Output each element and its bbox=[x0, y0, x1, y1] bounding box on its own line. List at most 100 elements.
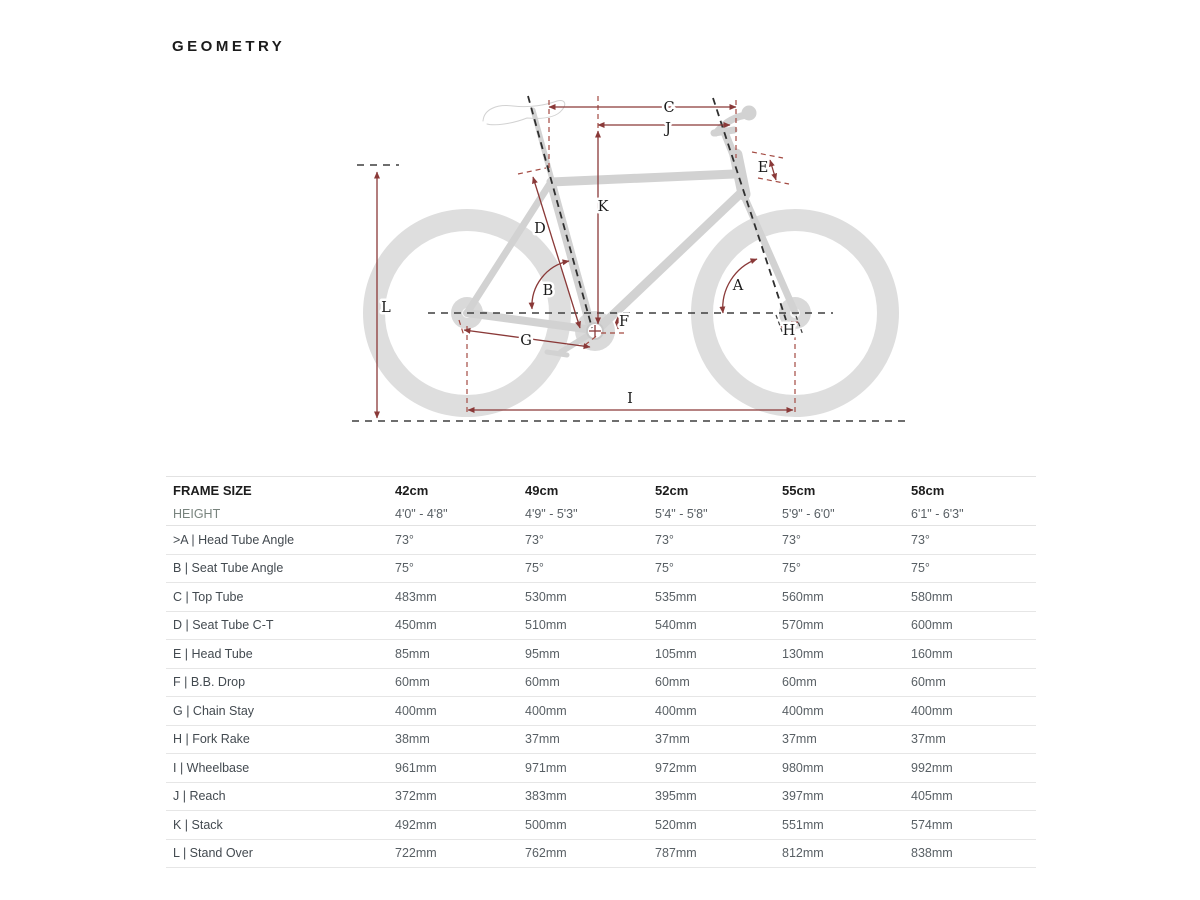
height-value: 6'1" - 6'3" bbox=[911, 507, 964, 522]
cell-value: 60mm bbox=[525, 675, 560, 690]
diagram-label-C: C bbox=[663, 100, 674, 116]
table-row: >A | Head Tube Angle 73° 73° 73° 73° 73° bbox=[166, 526, 1036, 554]
cell-value: 160mm bbox=[911, 646, 953, 661]
dimension-lines bbox=[374, 104, 799, 419]
diagram-label-A: A bbox=[732, 278, 744, 294]
diagram-label-K: K bbox=[598, 199, 610, 215]
table-row: G | Chain Stay 400mm 400mm 400mm 400mm 400mm bbox=[166, 697, 1036, 725]
height-row-label: HEIGHT bbox=[173, 507, 221, 522]
row-label: K | Stack bbox=[173, 817, 223, 832]
cell-value: 60mm bbox=[655, 675, 690, 690]
height-value: 5'9" - 6'0" bbox=[782, 507, 835, 522]
diagram-label-J: J bbox=[663, 121, 671, 137]
cell-value: 95mm bbox=[525, 646, 560, 661]
cell-value: 73° bbox=[655, 532, 674, 547]
cell-value: 75° bbox=[525, 561, 544, 576]
cell-value: 762mm bbox=[525, 846, 567, 861]
cell-value: 971mm bbox=[525, 760, 567, 775]
diagram-label-E: E bbox=[758, 160, 769, 176]
row-label: B | Seat Tube Angle bbox=[173, 561, 284, 576]
cell-value: 535mm bbox=[655, 589, 697, 604]
cell-value: 60mm bbox=[395, 675, 430, 690]
cell-value: 73° bbox=[782, 532, 801, 547]
cell-value: 574mm bbox=[911, 817, 953, 832]
size-col-header-42cm: 42cm bbox=[395, 482, 429, 498]
height-value: 4'9" - 5'3" bbox=[525, 507, 578, 522]
cell-value: 75° bbox=[655, 561, 674, 576]
bike-geometry-diagram: CJ E K D B A F G H I L bbox=[352, 95, 908, 422]
table-header: FRAME SIZE 42cm 49cm 52cm 55cm 58cm HEIGHT 4'0… bbox=[166, 477, 1036, 526]
size-col-header-52cm: 52cm bbox=[655, 482, 689, 498]
cell-value: 500mm bbox=[525, 817, 567, 832]
height-value: 5'4" - 5'8" bbox=[655, 507, 708, 522]
cell-value: 85mm bbox=[395, 646, 430, 661]
cell-value: 60mm bbox=[911, 675, 946, 690]
table-row: E | Head Tube 85mm 95mm 105mm 130mm 160mm bbox=[166, 640, 1036, 668]
cell-value: 73° bbox=[911, 532, 930, 547]
row-label: D | Seat Tube C-T bbox=[173, 618, 274, 633]
cell-value: 600mm bbox=[911, 618, 953, 633]
diagram-label-I: I bbox=[627, 391, 633, 407]
table-row: J | Reach 372mm 383mm 395mm 397mm 405mm bbox=[166, 782, 1036, 811]
cell-value: 37mm bbox=[782, 732, 817, 747]
cell-value: 400mm bbox=[655, 703, 697, 718]
table-row: L | Stand Over 722mm 762mm 787mm 812mm 838mm bbox=[166, 839, 1036, 868]
saddle bbox=[482, 100, 566, 126]
cell-value: 450mm bbox=[395, 618, 437, 633]
table-row: C | Top Tube 483mm 530mm 535mm 560mm 580mm bbox=[166, 583, 1036, 611]
size-col-header-55cm: 55cm bbox=[782, 482, 816, 498]
cell-value: 75° bbox=[782, 561, 801, 576]
frame-size-header: FRAME SIZE bbox=[173, 482, 252, 498]
row-label: C | Top Tube bbox=[173, 589, 244, 604]
cell-value: 722mm bbox=[395, 846, 437, 861]
cell-value: 510mm bbox=[525, 618, 567, 633]
cell-value: 38mm bbox=[395, 732, 430, 747]
cell-value: 520mm bbox=[655, 817, 697, 832]
table-row: K | Stack 492mm 500mm 520mm 551mm 574mm bbox=[166, 811, 1036, 839]
cell-value: 483mm bbox=[395, 589, 437, 604]
cell-value: 540mm bbox=[655, 618, 697, 633]
cell-value: 992mm bbox=[911, 760, 953, 775]
cell-value: 105mm bbox=[655, 646, 697, 661]
cell-value: 961mm bbox=[395, 760, 437, 775]
cell-value: 400mm bbox=[911, 703, 953, 718]
cell-value: 787mm bbox=[655, 846, 697, 861]
cell-value: 372mm bbox=[395, 789, 437, 804]
cell-value: 560mm bbox=[782, 589, 824, 604]
cell-value: 60mm bbox=[782, 675, 817, 690]
cell-value: 570mm bbox=[782, 618, 824, 633]
section-title: GEOMETRY bbox=[172, 38, 286, 55]
row-label: E | Head Tube bbox=[173, 646, 253, 661]
size-col-header-58cm: 58cm bbox=[911, 482, 945, 498]
row-label: F | B.B. Drop bbox=[173, 675, 246, 690]
cell-value: 551mm bbox=[782, 817, 824, 832]
diagram-label-H: H bbox=[783, 323, 796, 339]
row-label: L | Stand Over bbox=[173, 846, 253, 861]
size-col-header-49cm: 49cm bbox=[525, 482, 559, 498]
row-label: I | Wheelbase bbox=[173, 760, 250, 775]
diagram-labels: CJ E K D B A F G H I L bbox=[379, 98, 798, 410]
cell-value: 400mm bbox=[525, 703, 567, 718]
row-label: J | Reach bbox=[173, 789, 226, 804]
cell-value: 400mm bbox=[782, 703, 824, 718]
row-label: G | Chain Stay bbox=[173, 703, 255, 718]
cell-value: 37mm bbox=[655, 732, 690, 747]
diagram-label-B: B bbox=[543, 283, 554, 299]
table-row: D | Seat Tube C-T 450mm 510mm 540mm 570mm 600… bbox=[166, 611, 1036, 640]
cell-value: 397mm bbox=[782, 789, 824, 804]
cell-value: 75° bbox=[395, 561, 414, 576]
table-row: H | Fork Rake 38mm 37mm 37mm 37mm 37mm bbox=[166, 725, 1036, 754]
table-row: F | B.B. Drop 60mm 60mm 60mm 60mm 60mm bbox=[166, 668, 1036, 697]
cell-value: 395mm bbox=[655, 789, 697, 804]
table-row: B | Seat Tube Angle 75° 75° 75° 75° 75° bbox=[166, 554, 1036, 583]
diagram-label-F: F bbox=[619, 314, 629, 330]
cell-value: 383mm bbox=[525, 789, 567, 804]
cell-value: 980mm bbox=[782, 760, 824, 775]
table-row: I | Wheelbase 961mm 971mm 972mm 980mm 992mm bbox=[166, 754, 1036, 782]
cell-value: 530mm bbox=[525, 589, 567, 604]
height-value: 4'0" - 4'8" bbox=[395, 507, 448, 522]
cell-value: 400mm bbox=[395, 703, 437, 718]
row-label: H | Fork Rake bbox=[173, 732, 250, 747]
row-label: >A | Head Tube Angle bbox=[173, 532, 295, 547]
cell-value: 37mm bbox=[525, 732, 560, 747]
